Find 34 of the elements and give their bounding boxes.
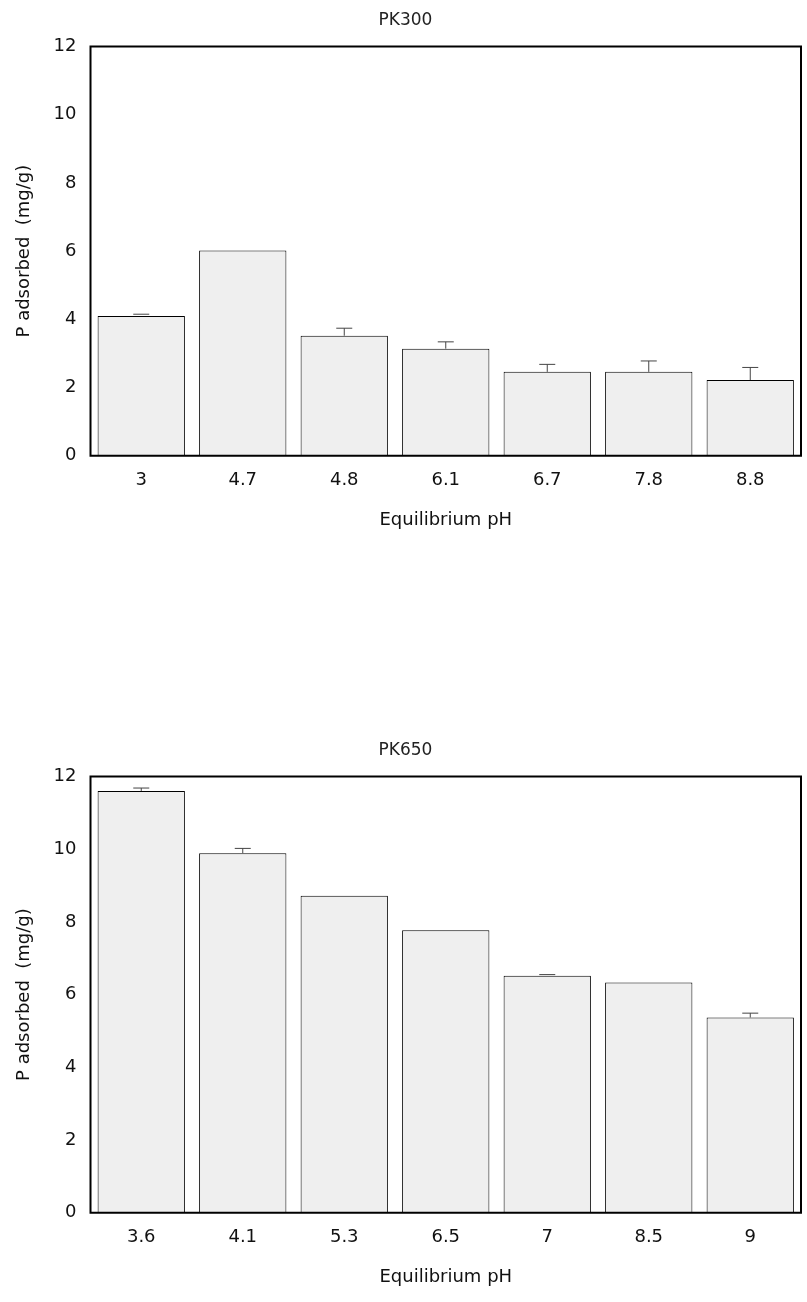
x-tick-label: 4.8 — [329, 468, 359, 490]
x-tick-label: 4.1 — [228, 1225, 258, 1247]
y-tick-label: 10 — [53, 836, 77, 858]
x-tick-label: 4.7 — [228, 468, 258, 490]
y-tick-label: 0 — [65, 1200, 77, 1222]
x-tick-label: 6.7 — [532, 468, 562, 490]
x-tick-label: 3.6 — [126, 1225, 156, 1247]
y-tick-label: 12 — [53, 764, 77, 786]
x-tick-label: 7.8 — [634, 468, 664, 490]
y-tick-label: 8 — [65, 170, 77, 192]
y-tick-label: 10 — [53, 102, 77, 124]
x-axis-title: Equilibrium pH — [379, 507, 513, 529]
x-tick-label: 7 — [541, 1225, 553, 1247]
y-tick-label: 6 — [65, 982, 77, 1004]
y-tick-label: 2 — [65, 375, 77, 397]
x-tick-label: 8.5 — [634, 1225, 664, 1247]
y-tick-label: 12 — [53, 34, 77, 56]
y-tick-label: 8 — [65, 909, 77, 931]
x-tick-label: 3 — [135, 468, 147, 490]
y-tick-label: 2 — [65, 1127, 77, 1149]
x-axis-title: Equilibrium pH — [379, 1264, 513, 1286]
y-axis-title: P adsorbed (mg/g) — [12, 164, 34, 338]
y-tick-label: 0 — [65, 443, 77, 465]
x-tick-label: 5.3 — [329, 1225, 359, 1247]
y-tick-label: 4 — [65, 307, 77, 329]
x-tick-label: 9 — [744, 1225, 756, 1247]
y-tick-label: 6 — [65, 238, 77, 260]
x-tick-label: 6.5 — [431, 1225, 461, 1247]
y-tick-label: 4 — [65, 1055, 77, 1077]
chart-title: PK650 — [378, 738, 433, 759]
x-tick-label: 8.8 — [735, 468, 765, 490]
x-tick-label: 6.1 — [431, 468, 461, 490]
chart-title: PK300 — [378, 8, 433, 29]
y-axis-title: P adsorbed (mg/g) — [12, 908, 34, 1081]
